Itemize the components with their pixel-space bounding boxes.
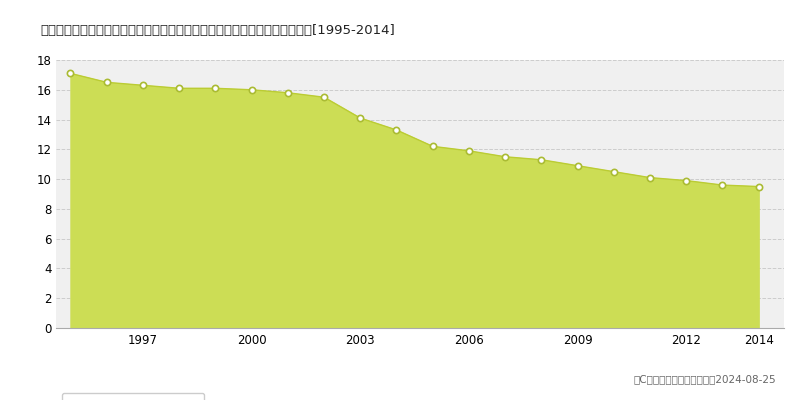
- Legend: 地価公示 平均坊単価(万円/坊): 地価公示 平均坊単価(万円/坊): [62, 393, 204, 400]
- Text: （C）土地価格ドットコム　2024-08-25: （C）土地価格ドットコム 2024-08-25: [634, 374, 776, 384]
- Text: 福岡県黍手郡黍手町大字中山字クヌギ嵎２３４８番１　地価公示　地価推移[1995-2014]: 福岡県黍手郡黍手町大字中山字クヌギ嵎２３４８番１ 地価公示 地価推移[1995-…: [40, 24, 394, 37]
